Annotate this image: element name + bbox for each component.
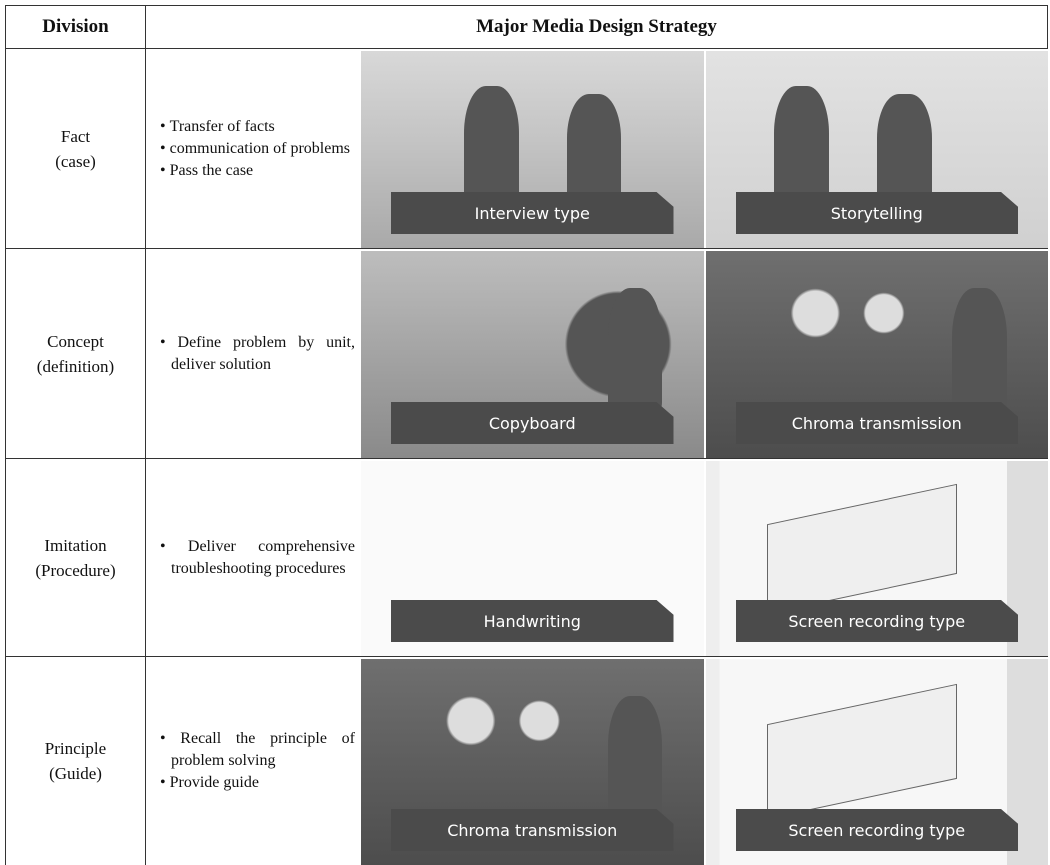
division-label: (Procedure) xyxy=(35,560,116,580)
media-label: Interview type xyxy=(391,192,674,234)
media-label: Copyboard xyxy=(391,402,674,444)
table-row: Imitation (Procedure) Deliver comprehensiv… xyxy=(5,459,1048,657)
division-cell: Imitation (Procedure) xyxy=(5,459,146,656)
description-cell: Recall the principle of problem solvingP… xyxy=(146,657,361,865)
table-body: Fact (case) Transfer of factscommunication… xyxy=(5,49,1048,865)
table-row: Fact (case) Transfer of factscommunication… xyxy=(5,49,1048,249)
description-cell: Deliver comprehensive troubleshooting pr… xyxy=(146,459,361,656)
table-row: Concept (definition) Define problem by uni… xyxy=(5,249,1048,459)
media-pair: Copyboard Chroma transmission xyxy=(361,249,1048,458)
media-pair: Handwriting Screen recording type xyxy=(361,459,1048,656)
division-label: (case) xyxy=(55,151,96,171)
media-label: Chroma transmission xyxy=(391,809,674,851)
media-label: Chroma transmission xyxy=(735,402,1018,444)
bullet-item: Transfer of facts xyxy=(160,116,355,138)
division-label: (definition) xyxy=(36,356,115,376)
bullet-item: Recall the principle of problem solving xyxy=(160,728,355,772)
figure-shape xyxy=(607,288,663,413)
header-cell: Major Media Design Strategy xyxy=(476,16,717,37)
figure-shape xyxy=(774,86,829,205)
bullet-item: Provide guide xyxy=(160,772,355,794)
division-cell: Principle (Guide) xyxy=(5,657,146,865)
media-image: Chroma transmission xyxy=(361,659,704,865)
media-image: Storytelling xyxy=(703,51,1048,248)
figure-shape xyxy=(952,288,1007,413)
media-pair: Chroma transmission Screen recording type xyxy=(361,657,1048,865)
division-cell: Concept (definition) xyxy=(5,249,146,458)
division-label: Imitation xyxy=(44,535,107,555)
media-label: Storytelling xyxy=(735,192,1018,234)
sketch-wall xyxy=(767,684,958,820)
bullet-item: Define problem by unit, deliver solution xyxy=(160,332,355,376)
division-label: Principle xyxy=(44,739,107,758)
table-row: Principle (Guide) Recall the principle of … xyxy=(5,657,1048,865)
media-image: Copyboard xyxy=(361,251,704,458)
division-label: Fact xyxy=(60,126,91,146)
media-image: Handwriting xyxy=(361,461,704,656)
strategy-table: Division Major Media Design Strategy Fac… xyxy=(5,5,1048,865)
bullet-item: Deliver comprehensive troubleshooting pr… xyxy=(160,536,355,580)
division-cell: Fact (case) xyxy=(5,49,146,248)
description-cell: Transfer of factscommunication of proble… xyxy=(146,49,361,248)
header-row: Division Major Media Design Strategy xyxy=(5,5,1048,49)
bullet-item: communication of problems xyxy=(160,138,355,160)
division-label: Concept xyxy=(47,331,104,351)
media-image: Screen recording type xyxy=(703,659,1048,865)
figure-shape xyxy=(463,86,519,205)
division-label: (Guide) xyxy=(49,764,102,783)
header-cell: Division xyxy=(5,6,146,48)
media-label: Screen recording type xyxy=(735,809,1018,851)
media-label: Screen recording type xyxy=(735,600,1018,642)
figure-shape xyxy=(607,696,663,820)
media-image: Interview type xyxy=(361,51,704,248)
media-image: Chroma transmission xyxy=(703,251,1048,458)
figure-shape xyxy=(566,94,622,205)
media-pair: Interview type Storytelling xyxy=(361,49,1048,248)
sketch-wall xyxy=(767,483,958,614)
bullet-item: Pass the case xyxy=(160,160,355,182)
figure-shape xyxy=(876,94,932,205)
media-label: Handwriting xyxy=(391,600,674,642)
media-image: Screen recording type xyxy=(703,461,1048,656)
description-cell: Define problem by unit, deliver solution xyxy=(146,249,361,458)
